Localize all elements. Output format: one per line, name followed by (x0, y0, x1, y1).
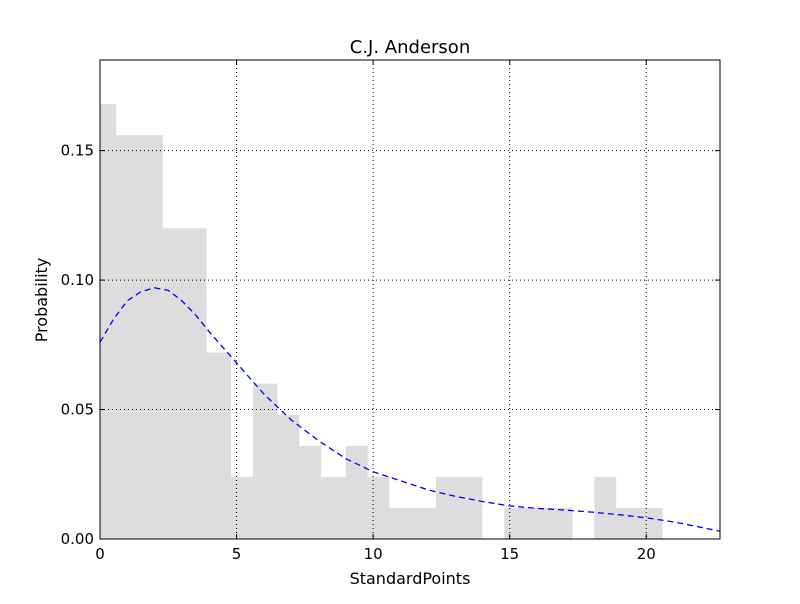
histogram-bar (206, 352, 232, 539)
x-tick-label: 5 (232, 545, 242, 563)
x-axis-label: StandardPoints (350, 569, 471, 588)
histogram-bar (389, 507, 436, 539)
x-axis-ticks: 0 5 10 15 20 (95, 60, 656, 563)
histogram-bar (162, 228, 207, 539)
histogram-bar (321, 476, 346, 539)
histogram-bars (100, 104, 663, 540)
histogram-bar (252, 383, 278, 539)
x-tick-label: 10 (364, 545, 383, 563)
y-axis-ticks: 0.00 0.05 0.10 0.15 (61, 142, 720, 548)
y-tick-label: 0.05 (61, 401, 94, 419)
histogram-bar (504, 507, 573, 539)
histogram-bar (367, 476, 390, 539)
histogram-bar (435, 476, 483, 539)
x-tick-label: 20 (637, 545, 656, 563)
kde-curve (99, 287, 721, 532)
x-tick-label: 15 (500, 545, 519, 563)
histogram-bar (345, 445, 368, 539)
chart-title: C.J. Anderson (350, 37, 470, 58)
histogram-bar (231, 476, 253, 539)
histogram-bar (277, 414, 300, 539)
y-axis-label: Probability (32, 258, 51, 343)
histogram-bar (100, 104, 117, 540)
grid-lines (100, 60, 720, 539)
y-tick-label: 0.00 (61, 530, 94, 548)
histogram-bar (299, 445, 322, 539)
plot-frame (99, 59, 721, 540)
histogram-bar (594, 476, 617, 539)
histogram-bar (616, 507, 663, 539)
y-tick-label: 0.10 (61, 271, 94, 289)
y-tick-label: 0.15 (61, 142, 94, 160)
x-tick-label: 0 (95, 545, 105, 563)
histogram-bar (116, 135, 163, 539)
